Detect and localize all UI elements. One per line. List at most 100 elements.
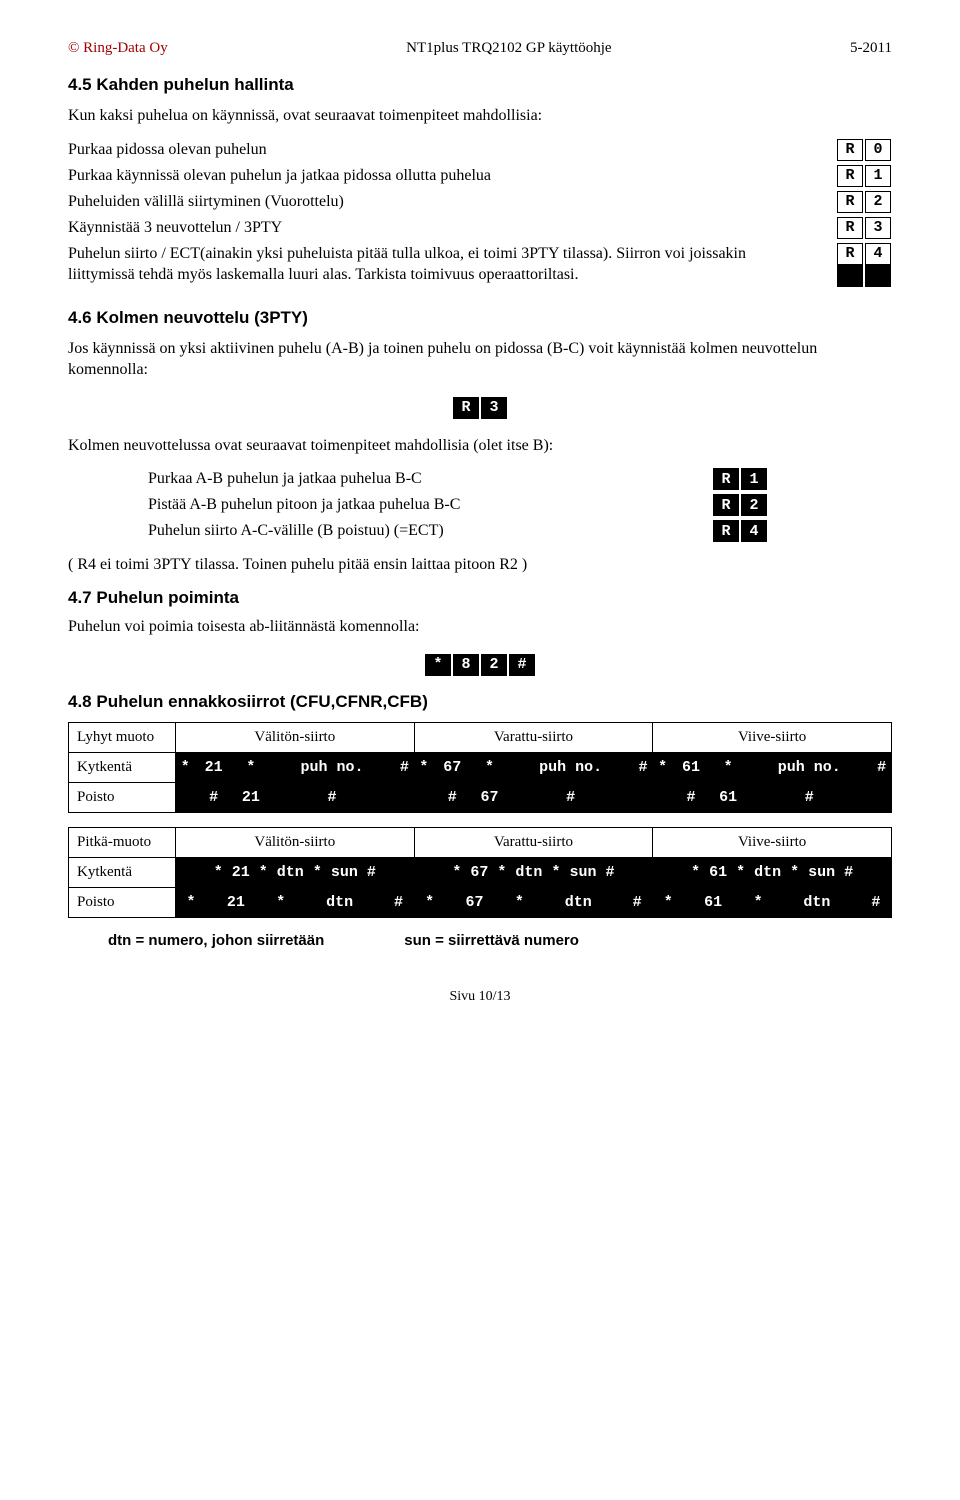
- action-label: Purkaa A-B puhelun ja jatkaa puhelua B-C: [148, 468, 688, 490]
- table-head: Välitön-siirto: [176, 827, 415, 857]
- key-hash: #: [509, 654, 535, 676]
- key-cell: puh no.: [269, 752, 394, 782]
- legend-dtn: dtn = numero, johon siirretään: [108, 932, 324, 949]
- legend-sun: sun = siirrettävä numero: [404, 932, 579, 949]
- action-label: Puheluiden välillä siirtyminen (Vuorotte…: [68, 191, 812, 213]
- key-digit: 4: [865, 243, 891, 265]
- action-label: Puhelun siirto / ECT(ainakin yksi puhelu…: [68, 243, 812, 286]
- table-head: Varattu-siirto: [414, 827, 653, 857]
- key-r: R: [837, 165, 863, 187]
- key-cell: [395, 782, 415, 812]
- key-cell: [633, 782, 653, 812]
- key-cell: [872, 782, 892, 812]
- key-cell: #: [383, 887, 414, 917]
- key-r: R: [713, 494, 739, 516]
- key-cell: * 21 * dtn * sun #: [176, 857, 415, 887]
- key-digit: 4: [741, 520, 767, 542]
- page-header: © Ring-Data Oy NT1plus TRQ2102 GP käyttö…: [68, 40, 892, 57]
- section-46-after: Kolmen neuvottelussa ovat seuraavat toim…: [68, 435, 892, 457]
- row-label: Poisto: [69, 782, 176, 812]
- key-cell: #: [395, 752, 415, 782]
- key-digit: 2: [741, 494, 767, 516]
- row-label: Kytkentä: [69, 752, 176, 782]
- key-digit: 1: [865, 165, 891, 187]
- header-left: © Ring-Data Oy: [68, 40, 168, 57]
- key-combo: R4: [712, 520, 768, 542]
- key-r: R: [713, 468, 739, 490]
- key-combo: R1: [712, 468, 768, 490]
- table-corner: Lyhyt muoto: [69, 722, 176, 752]
- key-cell: #: [672, 782, 709, 812]
- key-cell: *: [743, 887, 774, 917]
- key-cell: 21: [195, 752, 232, 782]
- key-digit: 0: [865, 139, 891, 161]
- key-combo: R3: [836, 217, 892, 239]
- key-r: R: [453, 397, 479, 419]
- forwarding-table-short: Lyhyt muoto Välitön-siirto Varattu-siirt…: [68, 722, 892, 813]
- key-cell: *: [653, 887, 684, 917]
- key-cell: dtn: [535, 887, 622, 917]
- action-label-text: Puhelun siirto / ECT(ainakin yksi puhelu…: [68, 245, 746, 284]
- key-cell: 67: [471, 782, 508, 812]
- table-head: Viive-siirto: [653, 827, 892, 857]
- key-cell: 61: [710, 782, 747, 812]
- key-cell: 67: [434, 752, 471, 782]
- section-48-title: 4.8 Puhelun ennakkosiirrot (CFU,CFNR,CFB…: [68, 692, 892, 712]
- section-45-list: Purkaa pidossa olevan puhelun R0 Purkaa …: [68, 139, 892, 292]
- action-label: Purkaa pidossa olevan puhelun: [68, 139, 812, 161]
- key-cell: puh no.: [747, 752, 872, 782]
- key-cell: 67: [445, 887, 504, 917]
- key-cell: [176, 782, 196, 812]
- key-combo: R2: [836, 191, 892, 213]
- key-cell: #: [860, 887, 891, 917]
- table-head: Varattu-siirto: [414, 722, 653, 752]
- row-label: Kytkentä: [69, 857, 176, 887]
- key-r: R: [837, 139, 863, 161]
- section-47-key: *82#: [68, 654, 892, 676]
- key-r: R: [837, 191, 863, 213]
- key-cell: *: [414, 887, 445, 917]
- key-digit: 1: [741, 468, 767, 490]
- action-label: Purkaa käynnissä olevan puhelun ja jatka…: [68, 165, 812, 187]
- key-cell: 21: [206, 887, 265, 917]
- key-digit: 3: [481, 397, 507, 419]
- section-45-title: 4.5 Kahden puhelun hallinta: [68, 75, 892, 95]
- key-cell: #: [747, 782, 872, 812]
- section-46-list: Purkaa A-B puhelun ja jatkaa puhelua B-C…: [148, 468, 768, 542]
- key-cell: #: [872, 752, 892, 782]
- key-combo: R2: [712, 494, 768, 516]
- key-cell: dtn: [774, 887, 861, 917]
- key-cell: 61: [672, 752, 709, 782]
- action-label: Käynnistää 3 neuvottelun / 3PTY: [68, 217, 812, 239]
- key-cell: [653, 782, 673, 812]
- header-right: 5-2011: [850, 40, 892, 57]
- key-cell: *: [176, 752, 196, 782]
- header-center: NT1plus TRQ2102 GP käyttöohje: [406, 40, 611, 57]
- section-45-intro: Kun kaksi puhelua on käynnissä, ovat seu…: [68, 105, 892, 127]
- table-head: Viive-siirto: [653, 722, 892, 752]
- key-digit: 3: [865, 217, 891, 239]
- key-combo: R0: [836, 139, 892, 161]
- section-46-title: 4.6 Kolmen neuvottelu (3PTY): [68, 308, 892, 328]
- section-47-intro: Puhelun voi poimia toisesta ab-liitännäs…: [68, 616, 892, 638]
- section-46-intro: Jos käynnissä on yksi aktiivinen puhelu …: [68, 338, 892, 381]
- key-cell: #: [195, 782, 232, 812]
- legend: dtn = numero, johon siirretään sun = sii…: [108, 932, 892, 949]
- section-47-title: 4.7 Puhelun poiminta: [68, 588, 892, 608]
- row-label: Poisto: [69, 887, 176, 917]
- key-cell: * 61 * dtn * sun #: [653, 857, 892, 887]
- key-cell: *: [265, 887, 296, 917]
- key-cell: *: [504, 887, 535, 917]
- key-blank: [837, 265, 863, 287]
- key-cell: #: [508, 782, 633, 812]
- section-46-key: R3: [68, 397, 892, 419]
- key-cell: 61: [684, 887, 743, 917]
- key-cell: dtn: [296, 887, 383, 917]
- forwarding-table-long: Pitkä-muoto Välitön-siirto Varattu-siirt…: [68, 827, 892, 918]
- section-46-note: ( R4 ei toimi 3PTY tilassa. Toinen puhel…: [68, 554, 892, 576]
- key-cell: *: [232, 752, 269, 782]
- table-corner: Pitkä-muoto: [69, 827, 176, 857]
- key-cell: * 67 * dtn * sun #: [414, 857, 653, 887]
- action-label: Pistää A-B puhelun pitoon ja jatkaa puhe…: [148, 494, 688, 516]
- key-r: R: [713, 520, 739, 542]
